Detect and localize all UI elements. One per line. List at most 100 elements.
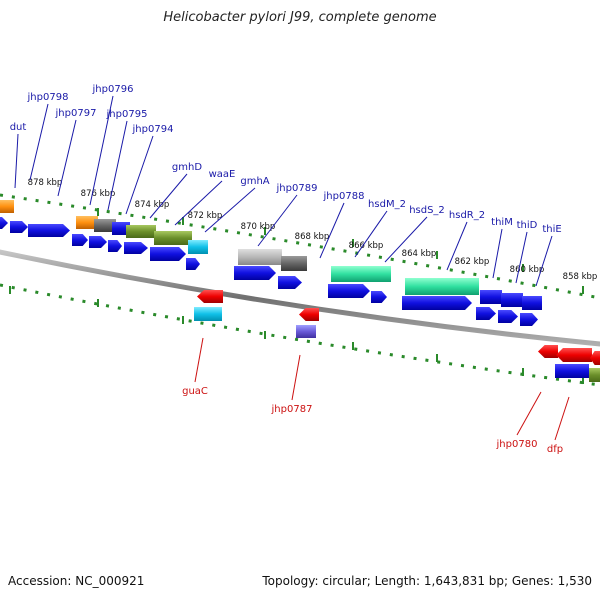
callout-line: [446, 221, 468, 271]
gene-label-forward: dut: [10, 122, 27, 133]
gene-feature: [126, 225, 156, 238]
gene-feature: [197, 290, 223, 303]
gene-feature: [10, 221, 28, 233]
gene-feature: [556, 348, 592, 362]
gene-feature: [405, 278, 479, 295]
tick-track-outer: [0, 193, 600, 300]
callout-line: [204, 187, 256, 233]
gene-labels: dut jhp0798 jhp0797 jhp0796 jhp0795 jhp0794 gm…: [10, 84, 563, 455]
gene-feature: [278, 276, 302, 289]
gene-feature: [150, 247, 186, 261]
gene-label-forward: waaE: [209, 169, 236, 180]
gene-feature: [76, 216, 98, 229]
gene-label-forward: gmhD: [172, 162, 202, 173]
callout-line: [354, 210, 388, 258]
callout-line: [194, 337, 204, 383]
callout-line: [149, 173, 188, 219]
gene-feature: [476, 307, 496, 320]
gene-feature: [112, 222, 130, 235]
gene-feature: [328, 284, 370, 298]
gene-features: [0, 200, 600, 382]
gene-label-forward: thiM: [491, 217, 513, 228]
kbp-tick-label: 878 kbp: [28, 178, 63, 188]
callout-line: [492, 228, 503, 279]
gene-label-forward: thiE: [542, 224, 561, 235]
gene-feature: [234, 266, 276, 280]
gene-feature: [498, 310, 518, 323]
gene-label-forward: jhp0788: [323, 191, 365, 202]
gene-feature: [299, 308, 319, 321]
callout-line: [554, 396, 570, 441]
callout-line: [174, 180, 223, 226]
kbp-tick-label: 862 kbp: [455, 257, 490, 267]
callout-line: [257, 194, 298, 247]
gene-feature: [238, 249, 282, 265]
gene-feature: [520, 313, 538, 326]
gene-label-reverse: jhp0787: [271, 404, 313, 415]
label-callouts: [14, 95, 570, 441]
gene-feature: [402, 296, 472, 310]
genome-backbone: [0, 249, 600, 347]
gene-label-forward: jhp0797: [55, 108, 97, 119]
gene-label-forward: hsdM_2: [368, 199, 406, 210]
gene-feature: [480, 290, 502, 304]
gene-feature: [194, 307, 222, 321]
genome-title: Helicobacter pylori J99, complete genome: [163, 10, 437, 25]
kbp-tick-label: 866 kbp: [349, 241, 384, 251]
callout-line: [535, 235, 553, 287]
gene-label-reverse: jhp0780: [496, 439, 538, 450]
tick-track-inner: [0, 283, 600, 387]
gene-feature: [589, 368, 600, 382]
kbp-tick-label: 872 kbp: [188, 211, 223, 221]
callout-line: [14, 133, 19, 189]
callout-line: [125, 135, 154, 215]
gene-feature: [108, 240, 122, 252]
gene-feature: [590, 351, 600, 365]
gene-feature: [0, 200, 14, 213]
gene-label-reverse: dfp: [547, 444, 563, 455]
gene-label-forward: jhp0798: [27, 92, 69, 103]
kbp-scale: 878 kbp 876 kbp 874 kbp 872 kbp 870 kbp 868 k…: [28, 178, 598, 282]
gene-label-forward: jhp0795: [106, 109, 148, 120]
callout-line: [291, 354, 301, 401]
gene-feature: [186, 258, 200, 270]
gene-feature: [94, 219, 116, 232]
callout-line: [384, 216, 428, 263]
callout-line: [515, 231, 528, 284]
kbp-tick-label: 874 kbp: [135, 200, 170, 210]
callout-line: [57, 119, 77, 197]
kbp-tick-label: 864 kbp: [402, 249, 437, 259]
gene-feature: [89, 236, 107, 248]
kbp-tick-label: 870 kbp: [241, 222, 276, 232]
callout-line: [29, 103, 49, 181]
callout-line: [89, 95, 114, 206]
gene-feature: [296, 325, 316, 338]
genome-summary: Topology: circular; Length: 1,643,831 bp…: [262, 574, 592, 588]
gene-feature: [28, 224, 70, 237]
gene-feature: [555, 364, 589, 378]
gene-label-forward: thiD: [517, 220, 538, 231]
gene-label-forward: jhp0789: [276, 183, 318, 194]
gene-label-reverse: guaC: [182, 386, 208, 397]
gene-feature: [124, 242, 148, 254]
callout-line: [516, 391, 542, 436]
kbp-tick-label: 858 kbp: [563, 272, 598, 282]
gene-feature: [501, 293, 523, 307]
tick-marks: [9, 203, 584, 384]
kbp-tick-label: 876 kbp: [81, 189, 116, 199]
gene-label-forward: hsdS_2: [409, 205, 445, 216]
gene-feature: [281, 256, 307, 271]
gene-feature: [371, 291, 387, 303]
callout-line: [107, 120, 128, 211]
gene-feature: [331, 266, 391, 282]
gene-feature: [522, 296, 542, 310]
gene-label-forward: hsdR_2: [449, 210, 485, 221]
gene-feature: [188, 240, 208, 254]
accession-label: Accession: NC_000921: [8, 574, 145, 588]
gene-feature: [154, 231, 192, 245]
callout-line: [319, 202, 345, 259]
gene-feature: [0, 217, 8, 229]
kbp-tick-label: 860 kbp: [510, 265, 545, 275]
kbp-tick-label: 868 kbp: [295, 232, 330, 242]
